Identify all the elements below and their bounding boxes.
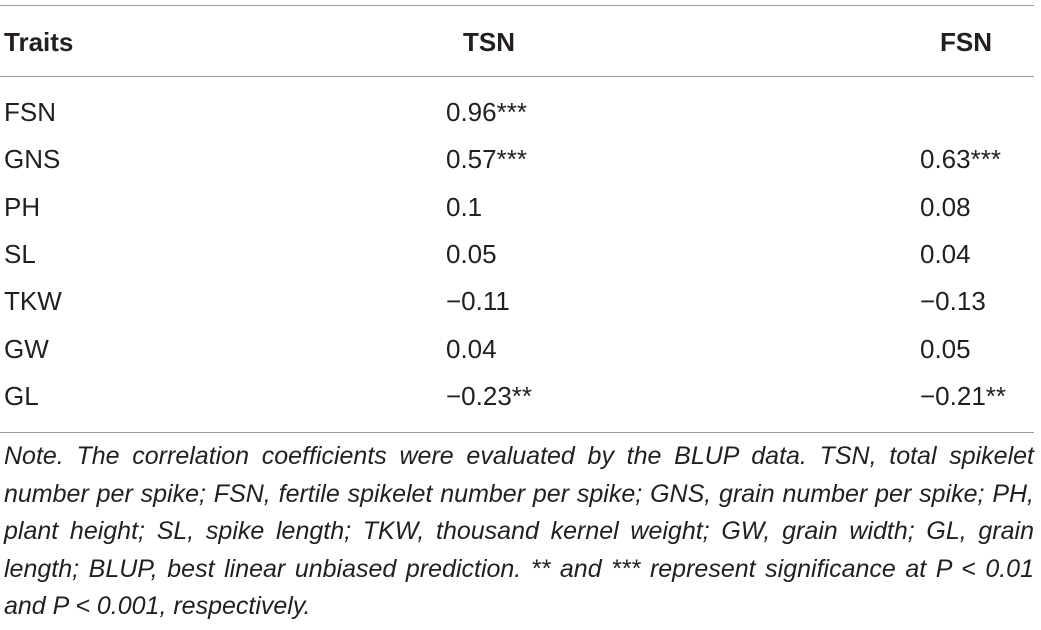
table-footnote: Note. The correlation coefficients were … xyxy=(4,442,1034,621)
fsn-cell: 0.04 xyxy=(920,239,971,269)
tsn-cell: 0.96*** xyxy=(446,97,527,127)
table-row: TKW −0.11 −0.13 xyxy=(0,278,1041,325)
fsn-cell: 0.63*** xyxy=(920,144,1001,174)
trait-cell: GW xyxy=(4,334,49,364)
trait-cell: FSN xyxy=(4,97,56,127)
table-row: SL 0.05 0.04 xyxy=(0,231,1041,278)
trait-cell: GL xyxy=(4,381,39,411)
tsn-cell: 0.1 xyxy=(446,192,483,222)
tsn-cell: −0.11 xyxy=(446,286,510,316)
trait-cell: TKW xyxy=(4,286,62,316)
trait-cell: PH xyxy=(4,192,41,222)
table-row: GL −0.23** −0.21** xyxy=(0,373,1041,420)
table-row: GW 0.04 0.05 xyxy=(0,326,1041,373)
tsn-cell: −0.23** xyxy=(446,381,533,411)
table-row: PH 0.1 0.08 xyxy=(0,184,1041,231)
fsn-cell: −0.21** xyxy=(920,381,1007,411)
table-header-rule xyxy=(0,76,1034,77)
table-row: GNS 0.57*** 0.63*** xyxy=(0,136,1041,183)
table-row: FSN 0.96*** xyxy=(0,89,1041,136)
table-bottom-rule xyxy=(0,432,1034,433)
fsn-cell: 0.08 xyxy=(920,192,971,222)
trait-cell: SL xyxy=(4,239,36,269)
header-traits: Traits xyxy=(4,27,74,57)
table-top-rule xyxy=(0,5,1034,6)
trait-cell: GNS xyxy=(4,144,61,174)
fsn-cell: −0.13 xyxy=(920,286,986,316)
header-fsn: FSN xyxy=(940,27,992,57)
tsn-cell: 0.57*** xyxy=(446,144,527,174)
tsn-cell: 0.05 xyxy=(446,239,497,269)
header-tsn: TSN xyxy=(463,27,515,57)
tsn-cell: 0.04 xyxy=(446,334,497,364)
fsn-cell: 0.05 xyxy=(920,334,971,364)
